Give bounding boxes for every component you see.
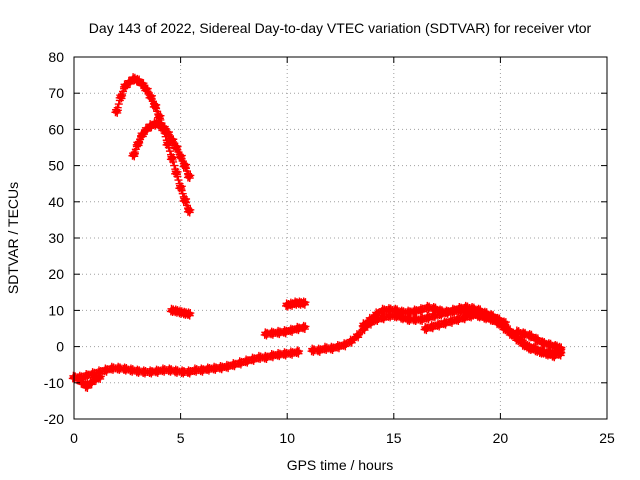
- data-point: [174, 176, 183, 185]
- y-tick-label: 20: [48, 266, 64, 282]
- series-short-9.5h: [260, 321, 310, 340]
- data-point: [184, 308, 193, 317]
- data-point: [167, 152, 176, 161]
- series-night-dip: [73, 371, 105, 393]
- series-arc-upper: [111, 73, 195, 217]
- y-tick-label: 10: [48, 302, 64, 318]
- data-point: [173, 172, 182, 181]
- data-point: [150, 100, 159, 109]
- data-point: [180, 160, 189, 168]
- ticks: 0 5 10 15 20 25 -20 -10 0 10 20 30 40 50 60 70 80: [44, 49, 615, 446]
- data-point: [146, 91, 155, 100]
- x-tick-label: 20: [493, 430, 509, 446]
- series-night-baseline: [68, 346, 304, 383]
- series-short-10.5h: [282, 297, 310, 311]
- data-point: [176, 150, 184, 159]
- data-point: [165, 147, 174, 156]
- series-day-tail: [512, 326, 566, 355]
- data-point: [169, 157, 178, 166]
- data-point: [167, 134, 176, 143]
- y-axis-label: SDTVAR / TECUs: [5, 182, 21, 294]
- x-axis-label: GPS time / hours: [287, 457, 394, 473]
- data-point: [299, 297, 308, 306]
- x-tick-label: 0: [70, 430, 78, 446]
- x-tick-label: 15: [386, 430, 402, 446]
- x-tick-label: 5: [177, 430, 185, 446]
- data-point: [555, 342, 564, 351]
- data-point: [293, 346, 302, 355]
- data-point: [171, 167, 180, 176]
- y-tick-label: 30: [48, 230, 64, 246]
- data-points: [68, 73, 566, 393]
- data-point: [299, 321, 308, 330]
- series-day-upper: [358, 301, 510, 331]
- y-tick-label: 40: [48, 194, 64, 210]
- x-tick-label: 25: [599, 430, 615, 446]
- data-point: [163, 127, 172, 136]
- data-point: [184, 170, 193, 179]
- y-tick-label: 80: [48, 49, 64, 65]
- series-arc-lower: [128, 118, 195, 183]
- series-short-4.5h: [166, 304, 195, 320]
- data-point: [141, 83, 150, 92]
- data-point: [114, 100, 123, 109]
- data-point: [171, 141, 180, 150]
- data-point: [180, 194, 189, 203]
- data-point: [154, 111, 163, 120]
- y-tick-label: 0: [56, 339, 64, 355]
- data-point: [94, 371, 103, 380]
- y-tick-label: 60: [48, 121, 64, 137]
- y-tick-label: 70: [48, 85, 64, 101]
- data-point: [164, 143, 173, 152]
- y-tick-label: 50: [48, 158, 64, 174]
- data-point: [113, 103, 122, 112]
- y-tick-label: -10: [44, 375, 64, 391]
- chart-title: Day 143 of 2022, Sidereal Day-to-day VTE…: [89, 20, 592, 36]
- data-point: [176, 181, 184, 190]
- x-tick-label: 10: [279, 430, 295, 446]
- grid: [74, 57, 607, 419]
- data-point: [170, 161, 179, 170]
- y-tick-label: -20: [44, 411, 64, 427]
- data-point: [184, 205, 193, 214]
